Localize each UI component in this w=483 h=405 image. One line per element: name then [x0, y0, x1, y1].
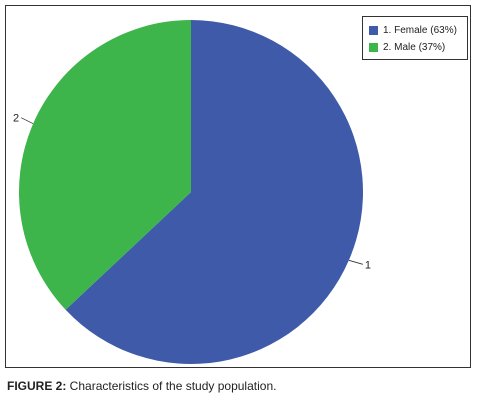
legend-label-male: 2. Male (37%): [383, 42, 446, 53]
leader-line-2: [20, 117, 34, 125]
legend-swatch-female: [369, 26, 378, 35]
pie-chart: 12: [13, 20, 371, 364]
leader-line-1: [348, 259, 363, 265]
chart-legend: 1. Female (63%) 2. Male (37%): [362, 16, 468, 60]
pie-slice-1: [65, 20, 363, 364]
figure-caption: FIGURE 2: Characteristics of the study p…: [7, 379, 276, 393]
pie-slice-2: [19, 20, 191, 310]
slice-label-1: 1: [365, 259, 371, 271]
caption-text: Characteristics of the study population.: [66, 379, 277, 393]
legend-item-female: 1. Female (63%): [369, 22, 467, 39]
legend-item-male: 2. Male (37%): [369, 39, 467, 56]
slice-label-2: 2: [13, 113, 19, 125]
legend-label-female: 1. Female (63%): [383, 25, 457, 36]
caption-prefix: FIGURE 2:: [7, 379, 67, 393]
legend-swatch-male: [369, 43, 378, 52]
slice-labels: 12: [13, 113, 371, 272]
pie-slices: [19, 20, 363, 364]
